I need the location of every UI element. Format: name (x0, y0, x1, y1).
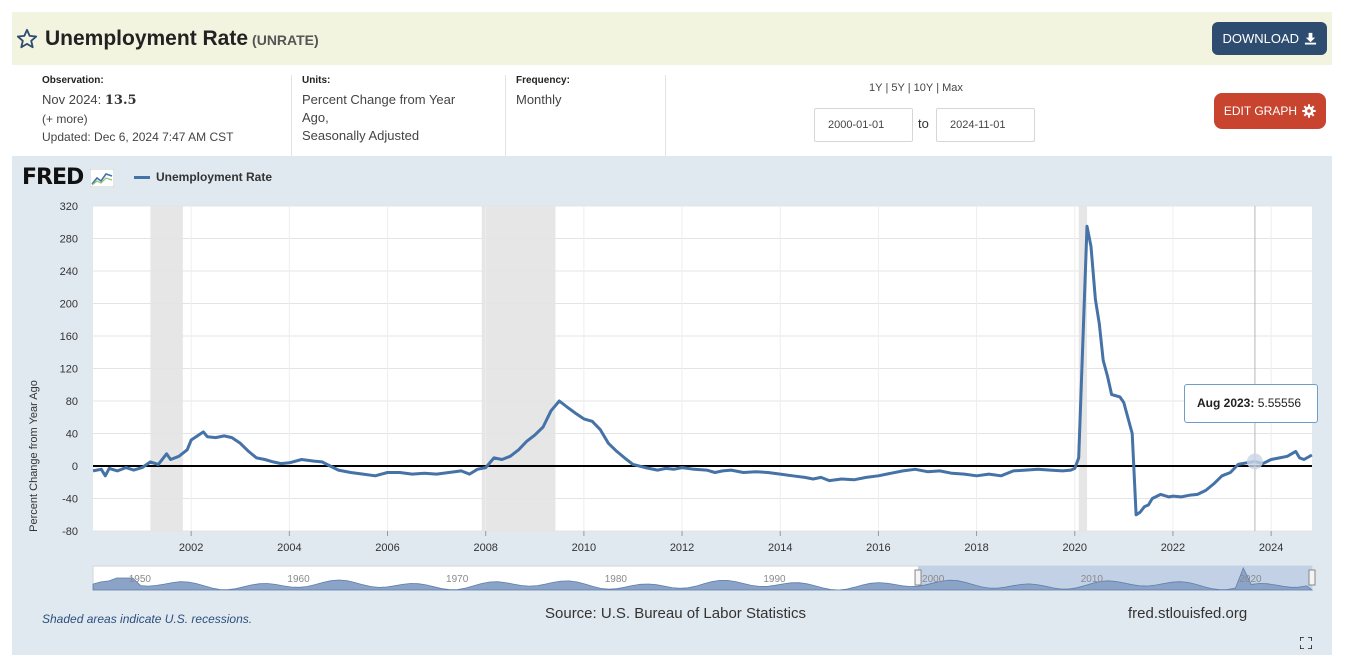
x-tick-label: 2002 (179, 542, 203, 554)
frequency-value: Monthly (516, 92, 562, 107)
title-bar: Unemployment Rate (UNRATE) DOWNLOAD (12, 12, 1332, 65)
units-block: Units: Percent Change from Year Ago, Sea… (302, 75, 502, 156)
recession-footnote: Shaded areas indicate U.S. recessions. (42, 612, 253, 626)
navigator-tick-label: 2000 (922, 574, 945, 585)
observation-value: 13.5 (104, 93, 137, 108)
updated-line: Updated: Dec 6, 2024 7:47 AM CST (42, 128, 282, 146)
y-tick-label: 280 (60, 234, 78, 246)
fred-logo-text: FRED (22, 165, 84, 190)
series-line (92, 224, 1313, 517)
download-button[interactable]: DOWNLOAD (1212, 22, 1327, 55)
range-selector: 1Y | 5Y | 10Y | Max (869, 82, 963, 94)
hover-marker (1246, 453, 1263, 470)
range-10y[interactable]: 10Y (913, 82, 934, 94)
x-tick-label: 2022 (1161, 542, 1185, 554)
navigator-tick-label: 1980 (605, 574, 628, 585)
star-icon[interactable] (16, 28, 38, 50)
navigator-tick-label: 1990 (763, 574, 786, 585)
download-icon (1304, 32, 1317, 45)
divider (665, 75, 666, 156)
start-date-input[interactable]: 2000-01-01 (814, 108, 913, 142)
units-line-1: Percent Change from Year (302, 92, 456, 107)
y-tick-label: 200 (60, 299, 78, 311)
navigator-handle-right (1308, 569, 1316, 586)
y-tick-label: 80 (66, 396, 78, 408)
x-tick-label: 2010 (572, 542, 596, 554)
series-id: (UNRATE) (252, 32, 319, 48)
range-5y[interactable]: 5Y (891, 82, 905, 94)
legend[interactable]: Unemployment Rate (134, 170, 272, 184)
page-title: Unemployment Rate (UNRATE) (45, 27, 319, 51)
observation-period: Nov 2024: (42, 92, 102, 107)
download-label: DOWNLOAD (1222, 31, 1299, 46)
y-tick-label: 120 (60, 364, 78, 376)
edit-graph-button[interactable]: EDIT GRAPH (1213, 93, 1326, 129)
expand-icon[interactable] (1300, 637, 1312, 649)
units-label: Units: (302, 75, 331, 86)
units-line-2: Ago, (302, 110, 329, 125)
navigator-tick-label: 1960 (287, 574, 310, 585)
legend-label: Unemployment Rate (156, 170, 273, 184)
y-axis-label: Percent Change from Year Ago (28, 380, 40, 532)
x-tick-label: 2008 (473, 542, 497, 554)
site-link[interactable]: fred.stlouisfed.org (1128, 605, 1248, 622)
observation-label: Observation: (42, 75, 104, 86)
x-tick-label: 2024 (1259, 542, 1283, 554)
observation-line: Nov 2024: 13.5 (42, 91, 282, 110)
end-date-input[interactable]: 2024-11-01 (936, 108, 1035, 142)
navigator-handle-left (914, 569, 922, 586)
y-tick-label: 240 (60, 266, 78, 278)
x-tick-label: 2018 (964, 542, 988, 554)
navigator-tick-label: 2020 (1239, 574, 1262, 585)
fred-chart-icon (89, 168, 115, 188)
page: Unemployment Rate (UNRATE) DOWNLOAD Obser… (12, 12, 1332, 655)
chart-tooltip: Aug 2023: 5.55556 (1184, 384, 1318, 423)
range-1y[interactable]: 1Y (869, 82, 883, 94)
y-tick-label: -80 (62, 526, 78, 538)
title-text: Unemployment Rate (45, 27, 249, 50)
y-tick-label: 320 (60, 201, 78, 213)
y-tick-label: 0 (72, 461, 78, 473)
navigator-tick-label: 1970 (446, 574, 469, 585)
graph-panel: -80 -40 0 40 80 120 160 200 240 280 320 2002 2004 200… (12, 156, 1332, 655)
tooltip-date: Aug 2023: (1197, 396, 1255, 410)
gear-icon (1302, 104, 1316, 118)
navigator-tick-label: 2010 (1081, 574, 1104, 585)
observation-block: Observation: Nov 2024: 13.5 (+ more) Upd… (42, 75, 282, 156)
x-tick-label: 2016 (866, 542, 890, 554)
units-line-3: Seasonally Adjusted (302, 128, 420, 143)
frequency-block: Frequency: Monthly (516, 75, 656, 156)
frequency-label: Frequency: (516, 75, 570, 86)
divider (291, 75, 292, 156)
divider (505, 75, 506, 156)
edit-graph-label: EDIT GRAPH (1223, 104, 1297, 118)
x-tick-label: 2014 (768, 542, 792, 554)
y-tick-label: -40 (62, 494, 78, 506)
source-text: Source: U.S. Bureau of Labor Statistics (545, 605, 806, 622)
range-max[interactable]: Max (942, 82, 963, 94)
x-tick-label: 2004 (277, 542, 301, 554)
chart-svg[interactable]: -80 -40 0 40 80 120 160 200 240 280 320 2002 2004 200… (12, 156, 1332, 655)
more-link[interactable]: (+ more) (42, 112, 88, 126)
x-tick-label: 2012 (670, 542, 694, 554)
fred-logo: FRED (22, 165, 115, 190)
navigator-tick-label: 1950 (129, 574, 152, 585)
date-to-label: to (918, 116, 929, 131)
x-tick-label: 2006 (375, 542, 399, 554)
updated-prefix: Updated: (42, 130, 91, 144)
y-tick-label: 160 (60, 331, 78, 343)
updated-value: Dec 6, 2024 7:47 AM CST (94, 130, 234, 144)
navigator-area (92, 567, 1314, 591)
x-tick-label: 2020 (1063, 542, 1087, 554)
metadata-row: Observation: Nov 2024: 13.5 (+ more) Upd… (12, 65, 1332, 156)
tooltip-value: 5.55556 (1257, 396, 1302, 410)
legend-swatch (134, 175, 150, 179)
y-tick-label: 40 (66, 429, 78, 441)
